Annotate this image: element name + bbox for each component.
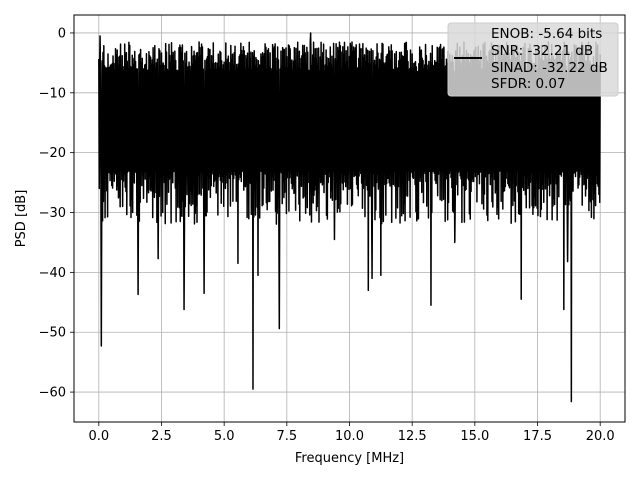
x-axis-ticks: 0.0 2.5 5.0 7.5 10.0 12.5 15.0 17.5 20.0 bbox=[88, 422, 615, 444]
legend-enob: ENOB: -5.64 bits bbox=[491, 26, 602, 42]
x-tick-label: 2.5 bbox=[151, 429, 172, 444]
legend-sinad: SINAD: -32.22 dB bbox=[491, 60, 608, 76]
x-axis-label: Frequency [MHz] bbox=[295, 451, 404, 466]
x-tick-label: 10.0 bbox=[335, 429, 364, 444]
y-tick-label: −30 bbox=[39, 206, 66, 221]
x-tick-label: 0.0 bbox=[88, 429, 109, 444]
x-tick-label: 15.0 bbox=[460, 429, 489, 444]
y-axis-ticks: 0 −10 −20 −30 −40 −50 −60 bbox=[39, 26, 74, 401]
legend-box bbox=[447, 22, 619, 97]
y-tick-label: −50 bbox=[39, 326, 66, 341]
x-tick-label: 17.5 bbox=[523, 429, 552, 444]
y-axis-label: PSD [dB] bbox=[14, 190, 29, 248]
y-tick-label: −20 bbox=[39, 146, 66, 161]
x-tick-label: 5.0 bbox=[214, 429, 235, 444]
x-tick-label: 20.0 bbox=[586, 429, 615, 444]
legend: ENOB: -5.64 bits SNR: -32.21 dB SINAD: -… bbox=[447, 22, 619, 97]
y-tick-label: 0 bbox=[58, 26, 66, 41]
y-tick-label: −60 bbox=[39, 386, 66, 401]
legend-snr: SNR: -32.21 dB bbox=[491, 43, 593, 59]
y-tick-label: −40 bbox=[39, 266, 66, 281]
legend-sfdr: SFDR: 0.07 bbox=[491, 76, 566, 92]
x-tick-label: 12.5 bbox=[398, 429, 427, 444]
y-tick-label: −10 bbox=[39, 86, 66, 101]
x-tick-label: 7.5 bbox=[276, 429, 297, 444]
